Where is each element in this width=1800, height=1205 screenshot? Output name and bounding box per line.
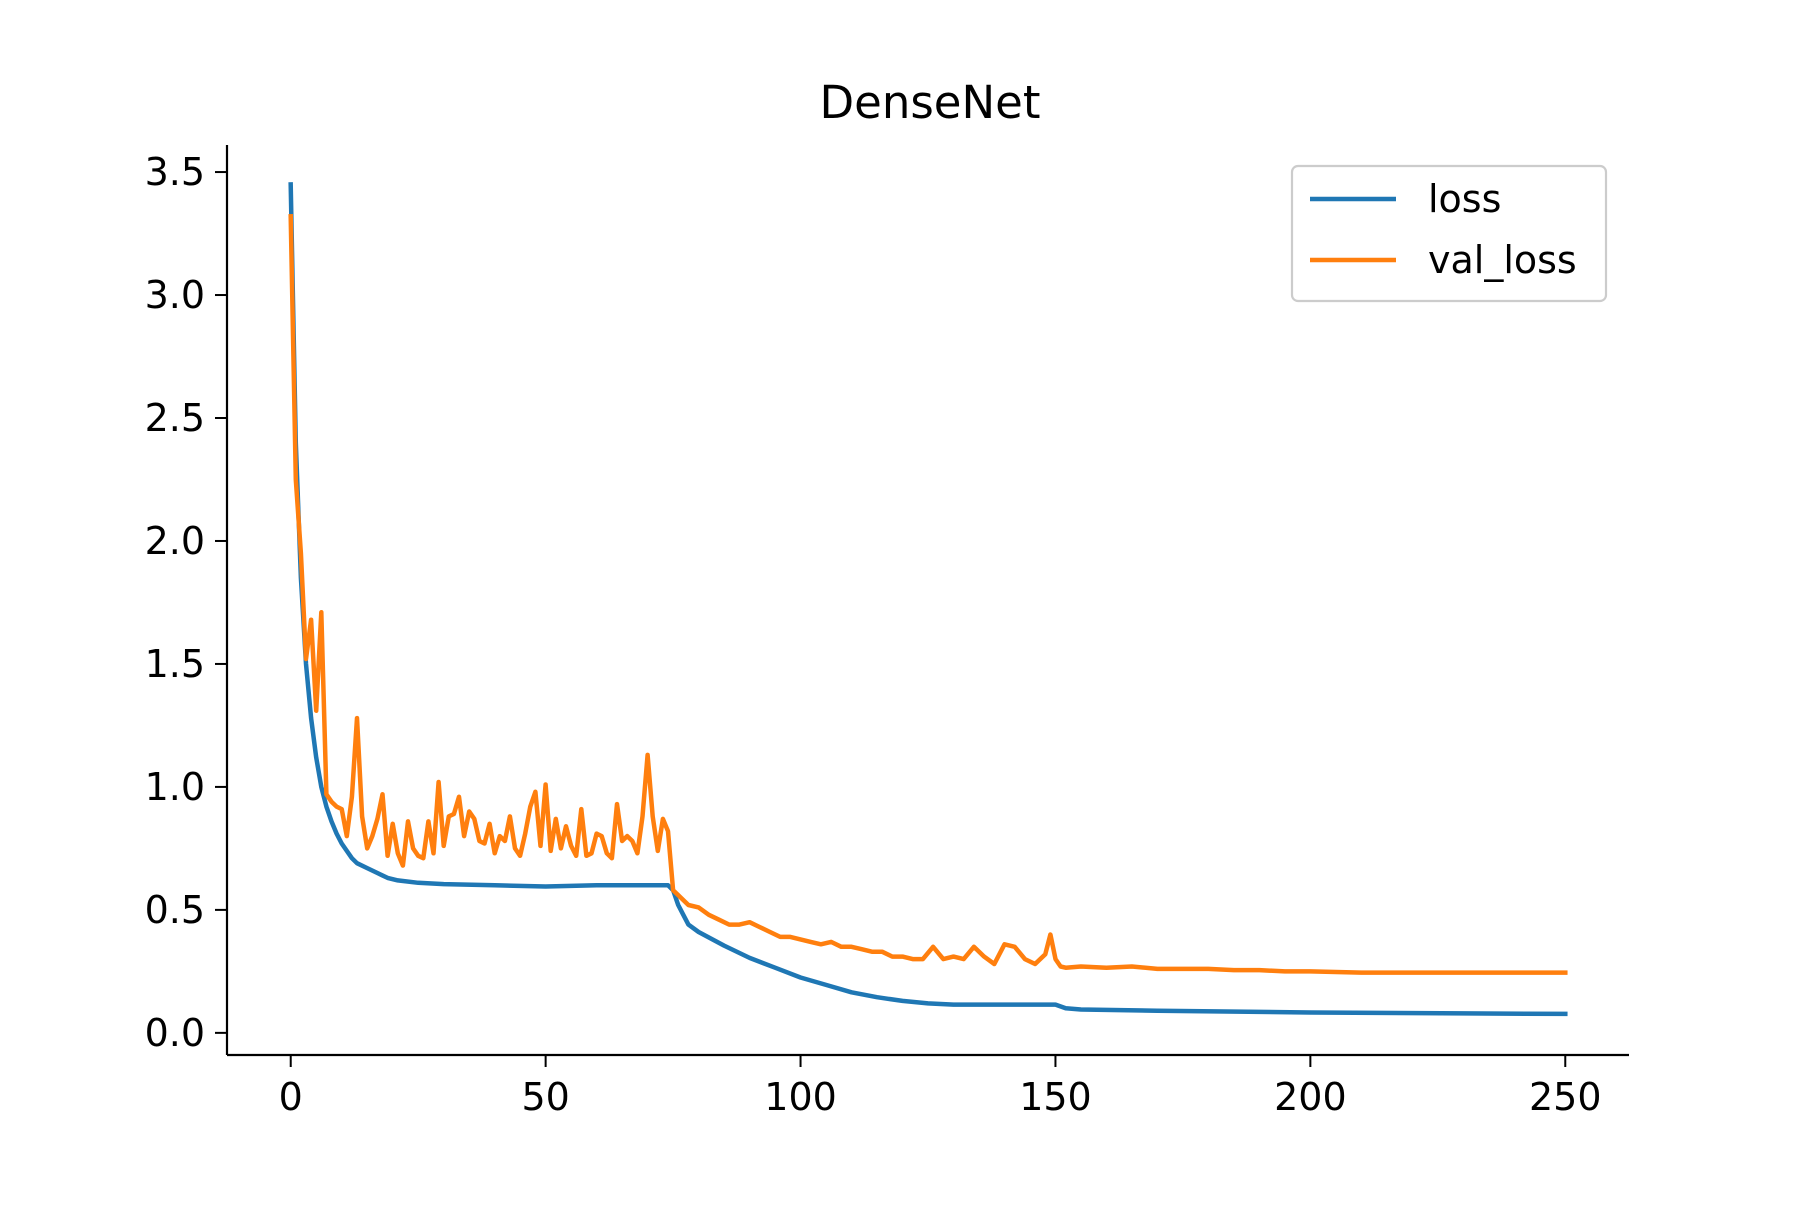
chart-title: DenseNet [820, 76, 1041, 129]
y-tick-label: 0.5 [145, 888, 205, 932]
series-layer [288, 182, 1568, 1017]
series-line-loss [288, 182, 1568, 1017]
y-tick-label: 1.5 [145, 642, 205, 686]
x-tick-label: 0 [279, 1075, 303, 1119]
y-tick-label: 3.5 [145, 150, 205, 194]
y-tick-label: 1.0 [145, 765, 205, 809]
y-tick-label: 0.0 [145, 1011, 205, 1055]
y-tick-label: 2.0 [145, 519, 205, 563]
legend-label-val-loss: val_loss [1428, 238, 1577, 282]
legend: loss val_loss [1290, 164, 1608, 303]
x-tick-label: 200 [1274, 1075, 1347, 1119]
x-tick-label: 250 [1529, 1075, 1602, 1119]
y-tick-label: 2.5 [145, 396, 205, 440]
x-tick-label: 50 [521, 1075, 569, 1119]
series-line-val-loss [288, 214, 1568, 975]
axes-layer: 0 50 100 150 200 250 0.0 0.5 1.0 1.5 2.0 2.5 3.0 3.5 [145, 145, 1629, 1119]
x-tick-label: 150 [1019, 1075, 1092, 1119]
x-tick-label: 100 [764, 1075, 837, 1119]
y-tick-label: 3.0 [145, 273, 205, 317]
legend-label-loss: loss [1428, 177, 1501, 221]
